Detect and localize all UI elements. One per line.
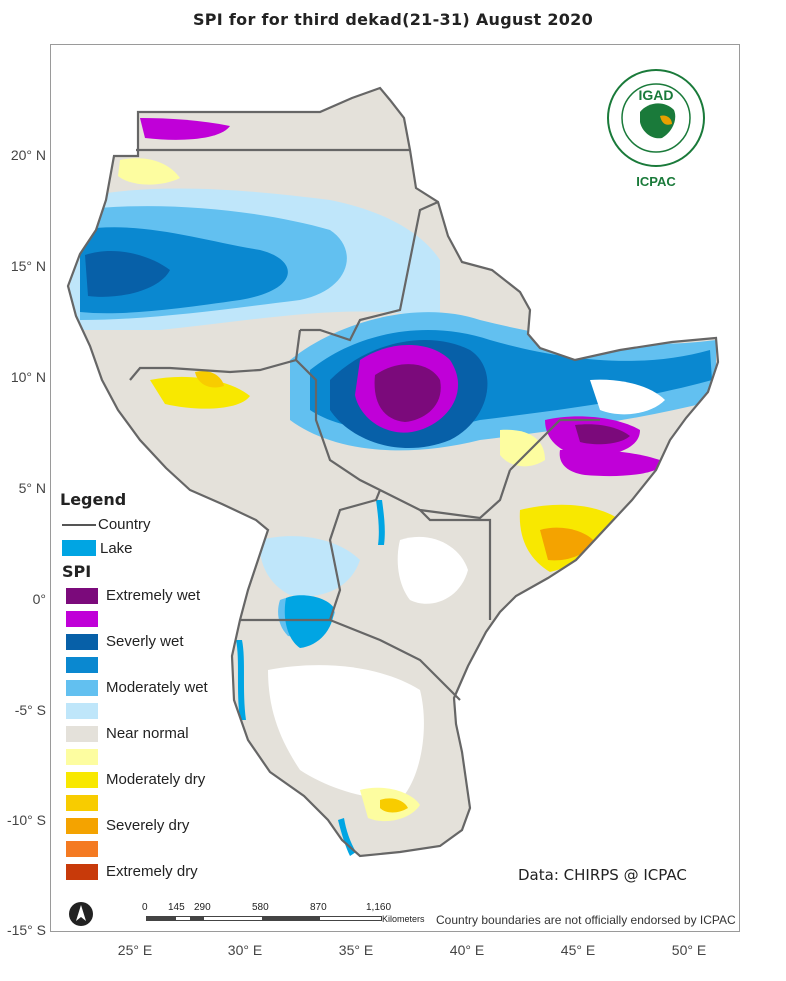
north-arrow-icon [69,902,93,926]
data-credit: Data: CHIRPS @ ICPAC [518,866,687,884]
legend-swatch [66,749,98,765]
lake-turkana [376,500,385,545]
lake-victoria [284,595,334,648]
lat-label-5s: -5° S [14,702,46,718]
legend-spi-heading: SPI [62,562,92,581]
lat-label-15s: -15° S [6,922,46,938]
legend-heading: Legend [60,490,127,509]
lat-label-10n: 10° N [10,369,46,385]
boundary-disclaimer: Country boundaries are not officially en… [436,913,736,927]
legend-class-label: Near normal [106,725,189,742]
legend-lake-label: Lake [100,540,133,557]
lat-label-0: 0° [32,591,46,607]
scale-tick-1160: 1,160 [366,902,392,913]
legend-swatch [66,611,98,627]
legend-class-label: Extremely dry [106,863,198,880]
legend-class-label: Moderately wet [106,679,208,696]
lon-label-35e: 35° E [338,942,374,958]
legend-country-label: Country [98,516,151,533]
legend-class-label: Severly wet [106,633,184,650]
lat-label-20n: 20° N [10,147,46,163]
lon-label-40e: 40° E [449,942,485,958]
legend: Legend Country Lake SPI Extremely wet Sev… [60,490,240,880]
logo-igad-text: IGAD [639,87,674,103]
scale-tick-290: 290 [194,902,211,913]
lake-tanganyika [236,640,246,720]
legend-class-label: Moderately dry [106,771,206,788]
scale-unit: Kilometers [382,914,425,924]
country-borders [66,86,720,858]
legend-class-label: Extremely wet [106,587,201,604]
lon-label-50e: 50° E [671,942,707,958]
legend-class-label: Severely dry [106,817,190,834]
map-title: SPI for for third dekad(21-31) August 20… [192,10,594,29]
scale-tick-145: 145 [168,902,185,913]
legend-swatch [66,657,98,673]
scale-tick-580: 580 [252,902,269,913]
legend-swatch [66,772,98,788]
legend-swatch [66,680,98,696]
igad-emblem-icon: IGAD [607,69,705,167]
lon-label-45e: 45° E [560,942,596,958]
lon-label-25e: 25° E [117,942,153,958]
legend-swatch [66,795,98,811]
legend-swatch [66,588,98,604]
logo-org-text: ICPAC [636,174,676,189]
igad-icpac-logo: IGAD ICPAC [600,66,712,196]
lat-label-15n: 15° N [10,258,46,274]
legend-swatch [66,726,98,742]
lake-malawi [338,818,356,856]
country-line-swatch [62,524,96,526]
lon-label-30e: 30° E [227,942,263,958]
legend-swatch [66,841,98,857]
legend-swatch [66,864,98,880]
legend-swatch [66,818,98,834]
legend-swatch [66,634,98,650]
lat-label-10s: -10° S [6,812,46,828]
scale-tick-0: 0 [142,902,148,913]
lake-swatch [62,540,96,556]
lat-label-5n: 5° N [18,480,46,496]
legend-swatch [66,703,98,719]
scale-tick-870: 870 [310,902,327,913]
